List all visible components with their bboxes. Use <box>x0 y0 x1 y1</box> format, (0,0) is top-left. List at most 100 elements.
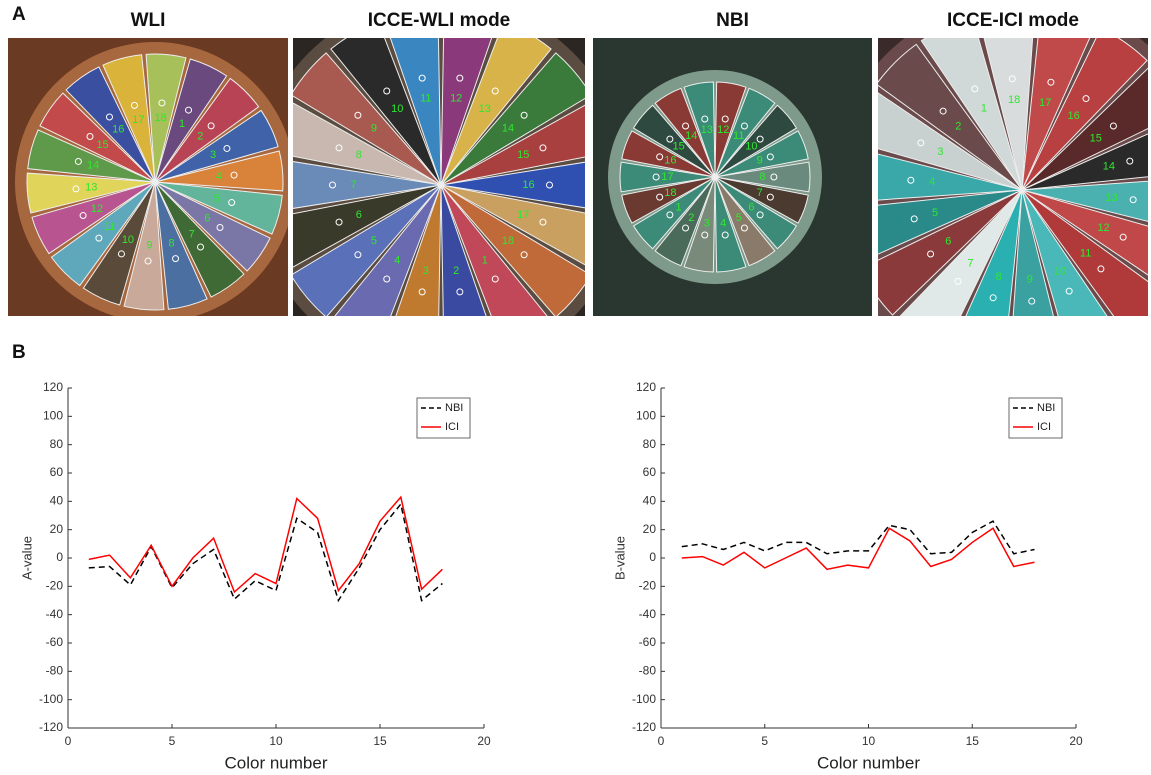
color-sector <box>1021 38 1091 191</box>
color-sector <box>1021 189 1148 276</box>
color-sector <box>440 38 552 186</box>
sector-label: 7 <box>967 258 973 270</box>
color-sector <box>714 130 809 178</box>
color-sector <box>154 181 208 310</box>
sector-label: 6 <box>748 201 754 213</box>
y-tick-label: 20 <box>50 522 64 536</box>
y-tick-label: 40 <box>50 494 64 508</box>
color-sector <box>395 184 442 316</box>
sample-marker <box>172 255 180 263</box>
y-tick-label: 0 <box>649 550 656 564</box>
legend-box <box>1008 397 1063 439</box>
sample-marker <box>989 294 997 302</box>
y-tick-label: -20 <box>639 579 657 593</box>
sample-marker <box>418 288 426 296</box>
color-sector <box>102 54 156 183</box>
sector-label: 4 <box>720 218 726 230</box>
color-sector <box>440 184 585 316</box>
color-sector <box>50 181 156 287</box>
image-title: WLI <box>131 10 166 31</box>
sample-marker <box>1119 233 1127 241</box>
color-sector <box>154 181 245 298</box>
y-tick-label: 100 <box>636 409 656 423</box>
color-sector <box>965 189 1023 316</box>
sector-label: 14 <box>502 123 514 135</box>
sector-label: 1 <box>482 255 488 267</box>
sample-marker <box>917 139 925 147</box>
sample-marker <box>1008 75 1016 83</box>
color-sector <box>1021 189 1148 316</box>
sector-label: 4 <box>394 255 400 267</box>
sector-label: 5 <box>371 235 377 247</box>
sector-label: 18 <box>1008 94 1020 106</box>
sample-marker <box>1065 287 1073 295</box>
color-sector <box>154 150 284 192</box>
sector-label: 10 <box>1054 265 1066 277</box>
sample-marker <box>72 185 80 193</box>
sector-label: 11 <box>733 130 744 142</box>
color-sector <box>683 176 716 273</box>
y-tick-label: 120 <box>636 380 656 394</box>
sample-marker <box>335 218 343 226</box>
sample-marker <box>86 132 94 140</box>
y-tick-label: 60 <box>50 465 64 479</box>
color-sector <box>330 38 442 186</box>
sector-label: 3 <box>423 265 429 277</box>
sector-label: 18 <box>154 112 166 124</box>
color-sector <box>82 181 156 306</box>
color-sector <box>654 87 716 178</box>
sector-label: 12 <box>717 124 729 136</box>
color-sector <box>145 53 187 183</box>
sector-label: 11 <box>1080 248 1091 260</box>
sample-marker <box>907 176 915 184</box>
sector-label: 14 <box>87 159 99 171</box>
sample-marker <box>1047 78 1055 86</box>
color-sector <box>154 181 283 235</box>
sample-marker <box>197 243 205 251</box>
legend-label: ICI <box>445 421 459 433</box>
sample-marker <box>701 115 709 123</box>
color-sector <box>920 38 1023 191</box>
sector-label: 12 <box>91 203 103 215</box>
y-tick-label: 0 <box>56 550 63 564</box>
sample-marker <box>329 181 336 189</box>
color-sector <box>1021 133 1148 191</box>
sample-marker <box>682 224 690 232</box>
color-sector <box>154 181 271 272</box>
x-tick-label: 20 <box>477 734 491 748</box>
sector-label: 16 <box>112 123 124 135</box>
legend-box <box>416 397 471 439</box>
sample-marker <box>766 153 774 161</box>
color-sector <box>440 161 585 209</box>
sample-marker <box>383 87 391 95</box>
sample-marker <box>1129 196 1137 204</box>
y-tick-label: 120 <box>43 380 63 394</box>
color-sector <box>714 81 747 178</box>
color-sector <box>714 87 776 178</box>
sample-marker <box>130 101 138 109</box>
sector-label: 15 <box>1090 132 1102 144</box>
color-sector <box>389 38 442 186</box>
color-sector <box>714 161 811 193</box>
color-sector <box>293 184 442 316</box>
y-tick-label: -120 <box>39 720 63 734</box>
y-tick-label: 20 <box>643 522 657 536</box>
sample-marker <box>770 173 778 181</box>
sector-label: 13 <box>1106 192 1118 204</box>
color-sector <box>621 176 716 224</box>
sample-marker <box>158 99 166 107</box>
y-tick-label: -60 <box>46 635 64 649</box>
color-sector <box>632 176 716 250</box>
legend-label: NBI <box>445 402 463 414</box>
color-sector <box>899 189 1023 316</box>
y-tick-label: 40 <box>643 494 657 508</box>
color-sector <box>39 92 156 183</box>
sector-label: 15 <box>517 149 529 161</box>
sample-marker <box>207 122 215 130</box>
color-sector <box>983 38 1034 191</box>
sector-label: 3 <box>210 149 216 161</box>
sector-label: 16 <box>664 155 676 167</box>
sample-marker <box>223 144 231 152</box>
sector-label: 12 <box>450 93 462 105</box>
